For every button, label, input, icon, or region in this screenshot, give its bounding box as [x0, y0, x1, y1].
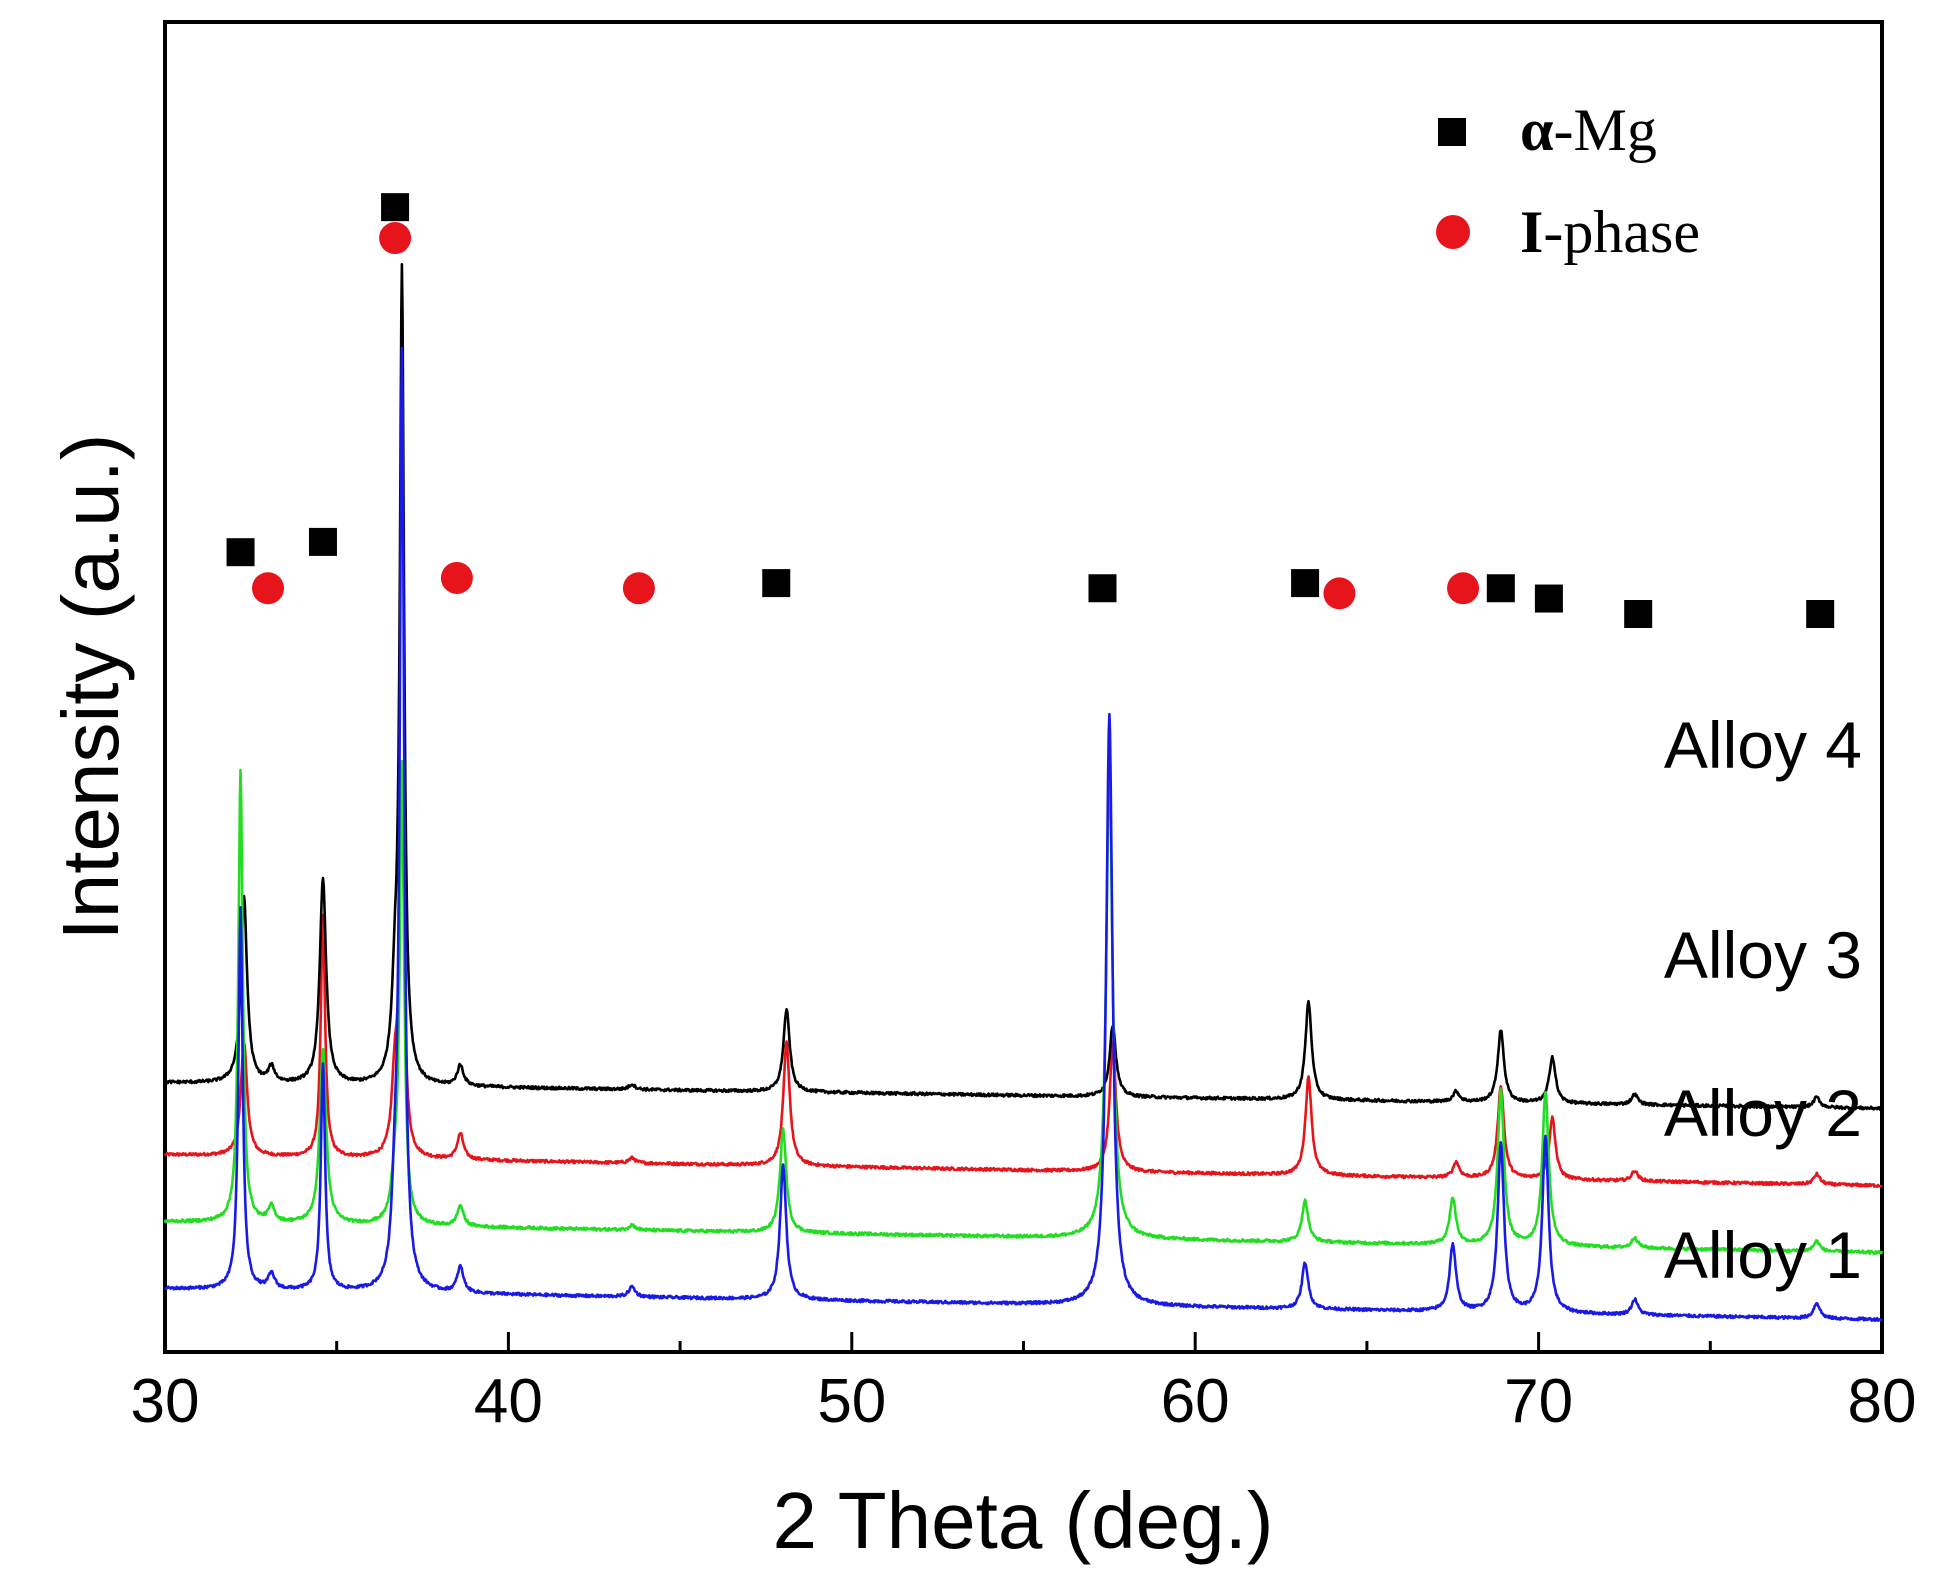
- alpha-mg-marker: [1624, 600, 1653, 628]
- i-phase-marker: [440, 561, 473, 594]
- i-phase-marker: [379, 222, 412, 255]
- y-axis-title: Intensity (a.u.): [46, 434, 135, 941]
- series-group: [163, 263, 1884, 1322]
- legend-i-symbol: I: [1520, 199, 1543, 265]
- alpha-mg-marker: [1088, 574, 1117, 603]
- alpha-mg-marker: [1534, 584, 1563, 613]
- x-axis-title: 2 Theta (deg.): [772, 1476, 1273, 1565]
- legend-entry-i-phase: I-phase: [1520, 199, 1700, 265]
- alpha-mg-marker: [1291, 569, 1320, 598]
- alpha-mg-marker: [308, 527, 337, 556]
- series-line-alloy-3: [163, 767, 1883, 1188]
- series-label-alloy-1: Alloy 1: [1664, 1218, 1862, 1292]
- x-tick-label: 80: [1848, 1367, 1917, 1436]
- series-label-alloy-3: Alloy 3: [1664, 918, 1862, 992]
- i-phase-marker: [252, 572, 285, 605]
- legend-i-text: -phase: [1543, 199, 1700, 265]
- alpha-mg-marker: [226, 538, 255, 567]
- alpha-mg-marker: [1806, 600, 1835, 628]
- series-line-alloy-2: [163, 759, 1884, 1255]
- series-line-alloy-1: [164, 346, 1884, 1322]
- legend-alpha-text: -Mg: [1554, 97, 1657, 163]
- x-tick-label: 50: [817, 1367, 886, 1436]
- series-line-alloy-4: [164, 263, 1884, 1111]
- series-label-alloy-2: Alloy 2: [1664, 1076, 1862, 1150]
- phase-marker-group: [226, 193, 1835, 628]
- alpha-mg-marker: [1486, 574, 1515, 603]
- alpha-mg-marker: [762, 569, 791, 598]
- legend: α-Mg I-phase: [1436, 97, 1700, 265]
- legend-circle-marker: [1436, 215, 1470, 249]
- i-phase-marker: [1447, 572, 1480, 605]
- i-phase-marker: [1323, 577, 1356, 610]
- x-tick-label: 40: [474, 1367, 543, 1436]
- i-phase-marker: [622, 572, 655, 605]
- series-label-alloy-4: Alloy 4: [1664, 708, 1862, 782]
- legend-entry-alpha-mg: α-Mg: [1520, 97, 1657, 163]
- x-tick-label: 30: [131, 1367, 200, 1436]
- x-axis-ticks: 30 40 50 60 70 80: [131, 1332, 1917, 1436]
- x-tick-label: 60: [1161, 1367, 1230, 1436]
- legend-square-marker: [1438, 118, 1466, 146]
- legend-alpha-symbol: α: [1520, 97, 1554, 163]
- x-tick-label: 70: [1504, 1367, 1573, 1436]
- alpha-mg-marker: [381, 193, 410, 222]
